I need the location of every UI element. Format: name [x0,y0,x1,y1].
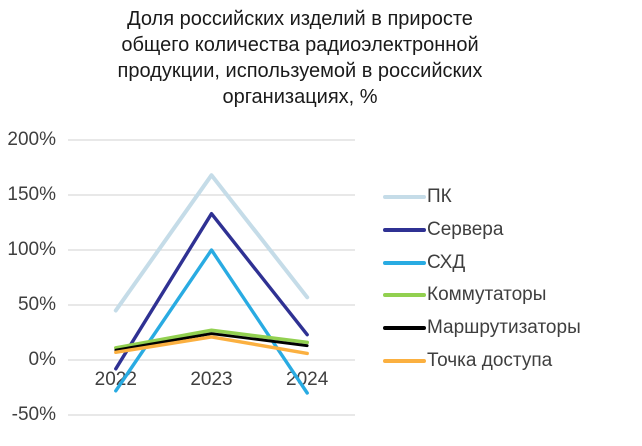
legend-swatch [383,228,426,233]
legend-item: ПК [383,181,581,214]
x-axis-tick-label: 2022 [94,369,137,390]
x-axis-tick-label: 2023 [190,369,233,390]
legend-label: Точка доступа [427,349,553,371]
y-axis-tick-label: 100% [7,239,56,260]
y-axis-tick-label: 0% [28,349,56,370]
y-axis-tick-label: 50% [17,294,56,315]
legend-item: Маршрутизаторы [383,312,581,345]
legend-label: Коммутаторы [427,284,547,306]
legend-swatch [383,293,426,298]
y-axis-tick-label: 200% [7,129,56,150]
chart-title: Доля российских изделий в приросте общег… [117,8,483,108]
legend-swatch [383,358,426,363]
y-axis-tick-label: 150% [7,184,56,205]
y-axis-tick-label: -50% [11,404,56,425]
legend-label: СХД [427,251,466,273]
legend-swatch [383,195,426,200]
legend-item: Коммутаторы [383,279,581,312]
legend-label: ПК [427,186,452,208]
legend-swatch [383,260,426,265]
legend-item: СХД [383,246,581,279]
legend-label: Маршрутизаторы [427,317,581,339]
legend-label: Сервера [427,219,504,241]
legend-item: Сервера [383,214,581,247]
legend-swatch [383,326,426,331]
x-axis-tick-label: 2024 [286,369,329,390]
y-axis: 200% 150% 100% 50% 0% -50% [0,0,56,446]
legend-item: Точка доступа [383,344,581,377]
legend: ПК Сервера СХД Коммутаторы Маршрутизаторы Точ… [383,181,581,377]
